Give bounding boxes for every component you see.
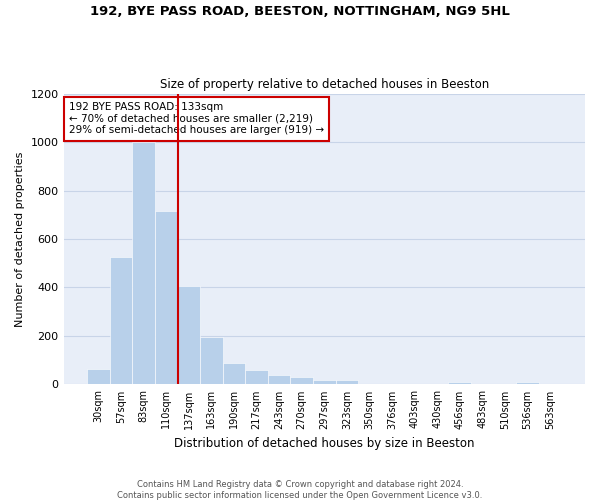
Bar <box>133 142 155 384</box>
Y-axis label: Number of detached properties: Number of detached properties <box>15 152 25 326</box>
Bar <box>87 368 110 384</box>
Text: 192, BYE PASS ROAD, BEESTON, NOTTINGHAM, NG9 5HL: 192, BYE PASS ROAD, BEESTON, NOTTINGHAM,… <box>90 5 510 18</box>
Bar <box>110 257 133 384</box>
Bar <box>516 382 539 384</box>
Bar <box>200 337 223 384</box>
Bar <box>155 211 178 384</box>
Bar <box>245 370 268 384</box>
Bar <box>178 286 200 384</box>
X-axis label: Distribution of detached houses by size in Beeston: Distribution of detached houses by size … <box>174 437 475 450</box>
Bar <box>290 376 313 384</box>
Bar <box>448 382 471 384</box>
Bar <box>268 374 290 384</box>
Text: 192 BYE PASS ROAD: 133sqm
← 70% of detached houses are smaller (2,219)
29% of se: 192 BYE PASS ROAD: 133sqm ← 70% of detac… <box>69 102 324 136</box>
Title: Size of property relative to detached houses in Beeston: Size of property relative to detached ho… <box>160 78 489 91</box>
Bar <box>223 363 245 384</box>
Bar <box>335 380 358 384</box>
Bar <box>313 380 335 384</box>
Text: Contains HM Land Registry data © Crown copyright and database right 2024.
Contai: Contains HM Land Registry data © Crown c… <box>118 480 482 500</box>
